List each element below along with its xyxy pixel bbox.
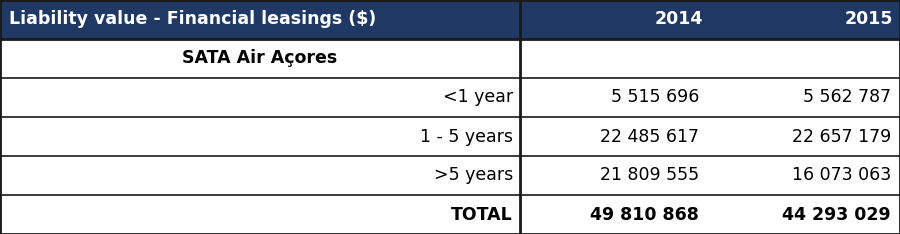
Bar [520,195,900,234]
Text: 44 293 029: 44 293 029 [782,205,891,223]
Bar [0,195,520,234]
Text: 2014: 2014 [654,11,703,29]
Bar [520,117,900,156]
Bar [0,78,520,117]
Bar [0,0,520,39]
Text: 21 809 555: 21 809 555 [600,167,699,184]
Text: 16 073 063: 16 073 063 [792,167,891,184]
Text: 5 562 787: 5 562 787 [803,88,891,106]
Text: 2015: 2015 [844,11,893,29]
Text: 22 657 179: 22 657 179 [792,128,891,146]
Bar [520,39,900,78]
Text: Liability value - Financial leasings ($): Liability value - Financial leasings ($) [9,11,376,29]
Text: 22 485 617: 22 485 617 [600,128,699,146]
Bar [520,0,900,39]
Bar [520,78,900,117]
Text: SATA Air Açores: SATA Air Açores [183,50,338,67]
Bar [0,39,520,78]
Text: <1 year: <1 year [443,88,513,106]
Text: TOTAL: TOTAL [451,205,513,223]
Bar [520,156,900,195]
Bar [0,156,520,195]
Text: 1 - 5 years: 1 - 5 years [420,128,513,146]
Text: 5 515 696: 5 515 696 [611,88,699,106]
Text: 49 810 868: 49 810 868 [590,205,699,223]
Text: >5 years: >5 years [434,167,513,184]
Bar [0,117,520,156]
